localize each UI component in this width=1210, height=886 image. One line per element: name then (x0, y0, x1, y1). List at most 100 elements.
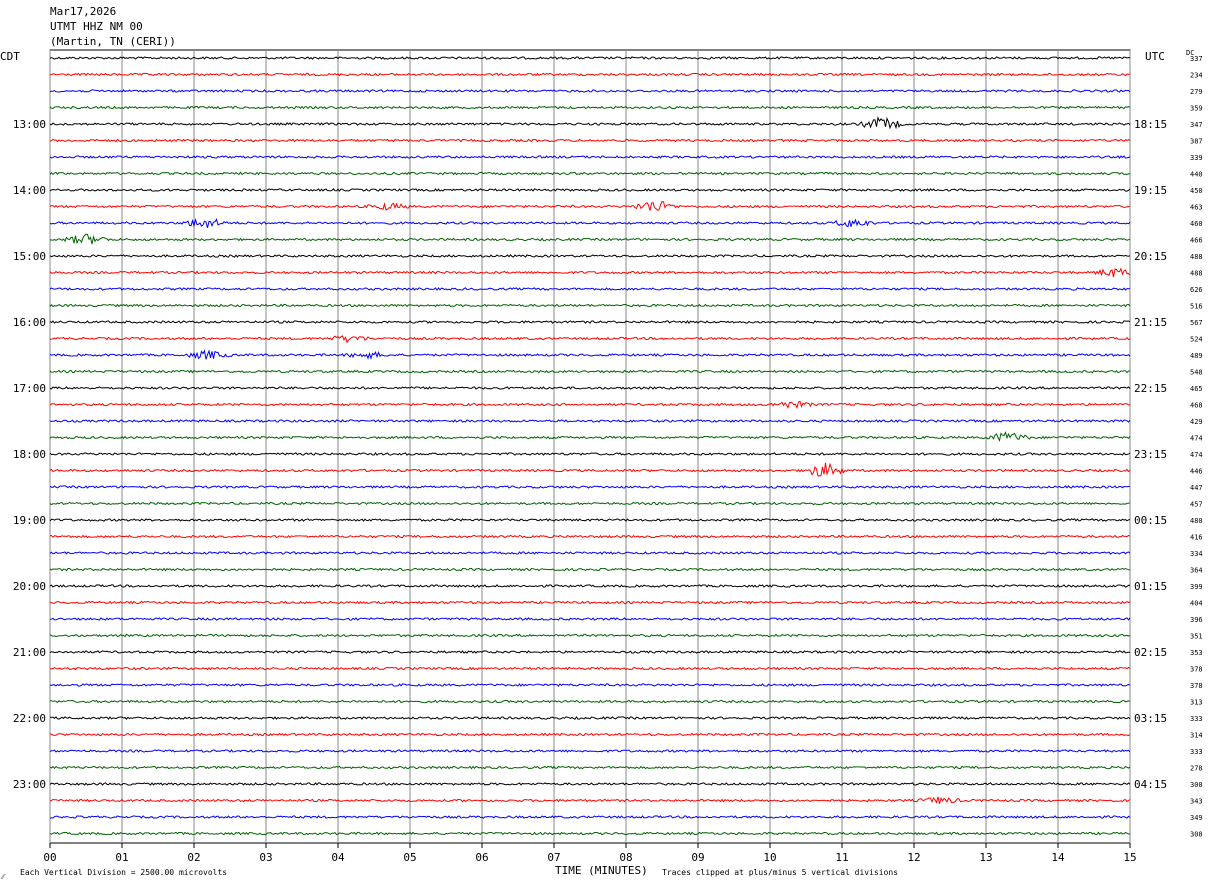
seismic-trace (49, 732, 1131, 737)
x-tick-label: 06 (475, 851, 488, 864)
cdt-hour-label: 14:00 (13, 184, 46, 197)
dc-offset-value: 474 (1190, 451, 1203, 459)
dc-offset-value: 404 (1190, 600, 1203, 608)
dc-offset-value: 488 (1190, 270, 1203, 278)
dc-offset-value: 447 (1190, 484, 1203, 492)
dc-offset-value: 387 (1190, 138, 1203, 146)
seismic-trace (49, 551, 1131, 555)
dc-offset-value: 567 (1190, 319, 1203, 327)
cdt-hour-label: 18:00 (13, 448, 46, 461)
dc-offset-value: 489 (1190, 352, 1203, 360)
dc-offset-value: 488 (1190, 253, 1203, 261)
seismic-trace (49, 267, 1131, 278)
record-date: Mar17,2026 (50, 5, 117, 18)
dc-offset-value: 457 (1190, 501, 1203, 509)
seismic-trace (49, 287, 1131, 291)
seismic-trace (49, 617, 1131, 621)
cdt-hour-label: 20:00 (13, 580, 46, 593)
dc-offset-value: 429 (1190, 418, 1203, 426)
utc-hour-label: 21:15 (1134, 316, 1167, 329)
seismic-trace (49, 716, 1131, 720)
x-tick-label: 13 (979, 851, 992, 864)
seismic-trace (49, 386, 1131, 390)
label-group: 00 01 02 03 04 05 06 07 08 09 10 11 12 13 14 15 337 234 27… (13, 55, 1203, 864)
dc-offset-value: 466 (1190, 237, 1203, 245)
x-tick-label: 03 (259, 851, 272, 864)
seismic-trace (49, 200, 1131, 211)
cdt-hour-label: 19:00 (13, 514, 46, 527)
seismic-trace (49, 485, 1131, 489)
x-axis-title: TIME (MINUTES) (555, 864, 648, 877)
utc-hour-label: 22:15 (1134, 382, 1167, 395)
seismic-trace (49, 534, 1131, 539)
seismic-trace (49, 633, 1131, 638)
seismic-trace (49, 349, 1131, 360)
seismic-trace (49, 765, 1131, 770)
seismic-trace (49, 320, 1131, 324)
dc-offset-value: 333 (1190, 715, 1203, 723)
dc-offset-value: 333 (1190, 748, 1203, 756)
seismic-trace (49, 749, 1131, 753)
seismic-trace (49, 650, 1131, 654)
seismic-trace (49, 567, 1131, 572)
dc-offset-value: 378 (1190, 666, 1203, 674)
seismic-trace (50, 666, 1131, 671)
seismic-trace (49, 796, 1131, 804)
x-tick-label: 10 (763, 851, 776, 864)
utc-hour-label: 19:15 (1134, 184, 1167, 197)
utc-hour-label: 03:15 (1134, 712, 1167, 725)
dc-offset-value: 465 (1190, 385, 1203, 393)
dc-offset-value: 300 (1190, 781, 1203, 789)
x-tick-label: 15 (1123, 851, 1136, 864)
utc-hour-label: 23:15 (1134, 448, 1167, 461)
seismic-trace (49, 831, 1131, 836)
seismic-trace (49, 105, 1131, 110)
dc-offset-value: 343 (1190, 798, 1203, 806)
dc-offset-value: 516 (1190, 303, 1203, 311)
dc-column-label: DC (1186, 49, 1195, 57)
dc-offset-value: 347 (1190, 121, 1203, 129)
plot-grid (49, 49, 1131, 848)
dc-offset-value: 334 (1190, 550, 1203, 558)
x-tick-label: 11 (835, 851, 848, 864)
dc-offset-value: 524 (1190, 336, 1203, 344)
seismic-trace (49, 254, 1131, 258)
trace-group (49, 56, 1131, 836)
cdt-hour-label: 15:00 (13, 250, 46, 263)
seismic-trace (49, 518, 1131, 522)
seismic-trace (49, 155, 1131, 159)
dc-offset-value: 339 (1190, 154, 1203, 162)
dc-offset-value: 480 (1190, 517, 1203, 525)
dc-offset-value: 308 (1190, 831, 1203, 839)
dc-offset-value: 364 (1190, 567, 1203, 575)
x-tick-label: 05 (403, 851, 416, 864)
dc-offset-value: 463 (1190, 204, 1203, 212)
seismic-trace (49, 683, 1131, 687)
x-tick-label: 02 (187, 851, 200, 864)
corner-mark: ⁄⁄ (2, 873, 5, 881)
utc-hour-label: 02:15 (1134, 646, 1167, 659)
seismic-trace (49, 419, 1131, 423)
cdt-hour-label: 16:00 (13, 316, 46, 329)
dc-offset-value: 440 (1190, 171, 1203, 179)
x-tick-label: 01 (115, 851, 128, 864)
cdt-hour-label: 17:00 (13, 382, 46, 395)
dc-offset-value: 468 (1190, 402, 1203, 410)
utc-hour-label: 18:15 (1134, 118, 1167, 131)
x-tick-label: 14 (1051, 851, 1065, 864)
dc-offset-value: 279 (1190, 88, 1203, 96)
dc-offset-value: 351 (1190, 633, 1203, 641)
x-tick-label: 07 (547, 851, 560, 864)
seismic-trace (49, 431, 1131, 443)
seismic-trace (49, 89, 1131, 93)
x-tick-label: 00 (43, 851, 56, 864)
station-id: UTMT HHZ NM 00 (50, 20, 143, 33)
seismic-trace (49, 171, 1131, 176)
cdt-hour-label: 23:00 (13, 778, 46, 791)
seismic-trace (49, 56, 1131, 60)
dc-offset-value: 416 (1190, 534, 1203, 542)
utc-hour-label: 00:15 (1134, 514, 1167, 527)
seismic-trace (49, 584, 1130, 588)
seismic-trace (49, 782, 1131, 786)
dc-offset-value: 278 (1190, 765, 1203, 773)
